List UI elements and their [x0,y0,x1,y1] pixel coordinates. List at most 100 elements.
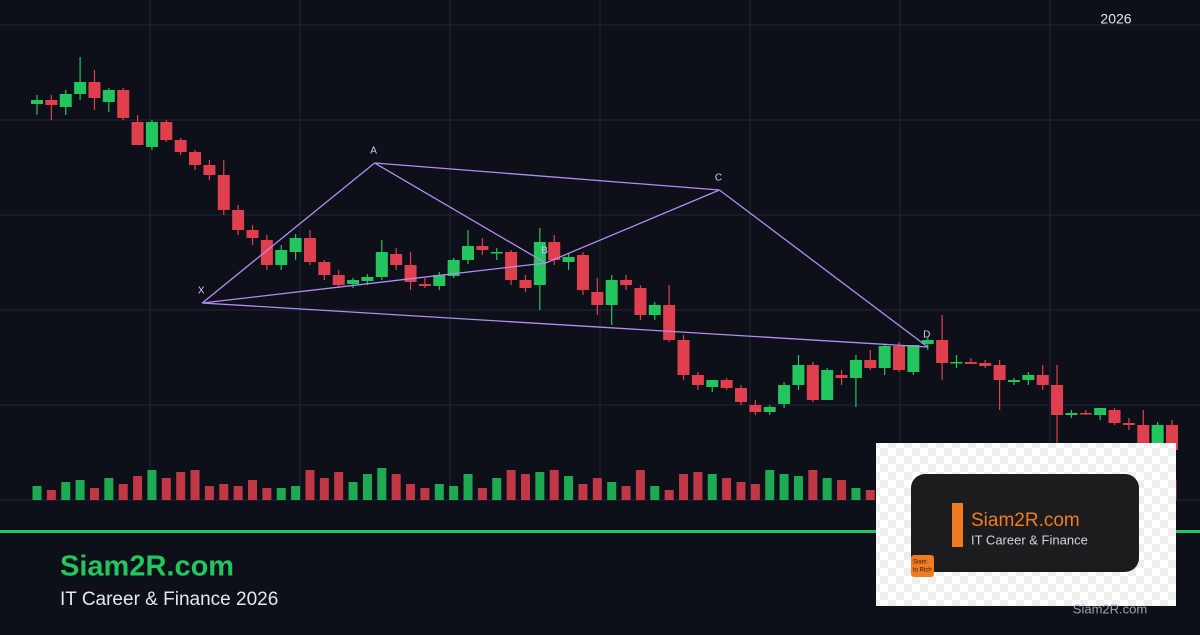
volume-bar [578,484,588,500]
volume-bar [621,486,631,500]
candle-body [476,246,489,250]
candle-body [390,254,403,265]
volume-bar [147,470,157,500]
candle-body [462,246,475,260]
candle-body [950,362,963,364]
candle-body [706,380,719,387]
candle-body [1065,413,1078,415]
volume-bar [161,478,171,500]
volume-bar [391,474,401,500]
candle-body [792,365,805,385]
volume-bar [679,474,689,500]
volume-bar [506,470,516,500]
pattern-leg [545,189,720,264]
candle-body [375,252,388,277]
candle-body [232,210,245,230]
candle-body [1079,413,1092,415]
candle-body [548,242,561,260]
candle-body [45,100,58,105]
volume-bar [104,478,114,500]
volume-bar [118,484,128,500]
volume-bar [406,484,416,500]
candle-body [691,375,704,385]
candle-body [490,252,503,254]
candle-body [246,230,259,238]
volume-bar [865,490,875,500]
candle-body [433,275,446,286]
pattern-label: A [370,146,377,157]
pattern-label: B [541,246,548,257]
candle-body [361,277,374,281]
volume-bar [46,490,56,500]
divider [0,530,1200,533]
candle-body [821,370,834,400]
volume-bar [204,486,214,500]
candle-body [102,90,115,102]
candle-body [907,345,920,372]
candle-body [591,292,604,305]
volume-bar [750,484,760,500]
volume-bar [765,470,775,500]
candle-body [893,346,906,370]
candle-body [217,175,230,210]
volume-bar [89,488,99,500]
candle-body [1108,410,1121,423]
volume-bar [420,488,430,500]
candle-body [677,340,690,375]
candle-body [749,405,762,412]
candle-body [275,250,288,265]
card-tagline: IT Career & Finance [971,532,1088,547]
candle-body [605,280,618,305]
volume-bar [564,476,574,500]
volume-bar [722,478,732,500]
volume-bar [276,488,286,500]
candle-body [260,240,273,265]
volume-bar [32,486,42,500]
volume-bar [535,472,545,500]
volume-bar [334,472,344,500]
candle-body [131,122,144,145]
volume-bar [75,480,85,500]
candle-body [878,346,891,368]
pattern-label: D [923,330,930,341]
card-accent [952,503,963,547]
volume-bar [607,482,617,500]
volume-bar [664,490,674,500]
volume-bar [262,488,272,500]
candle-body [505,252,518,280]
volume-bar [377,468,387,500]
pattern-leg [201,162,376,304]
candle-body [447,260,460,276]
candle-body [1122,423,1135,425]
candle-body [835,375,848,378]
volume-bar [233,486,243,500]
grid [0,0,1200,501]
candle-body [1151,425,1164,445]
candle-body [74,82,87,94]
brand-name: Siam2R.com [60,551,234,583]
candle-body [734,388,747,402]
candle-body [1022,375,1035,380]
volume-bar [133,476,143,500]
candle-body [289,238,302,252]
volume-bar [492,478,502,500]
volume-bar [305,470,315,500]
candle-body [562,257,575,262]
volume-bar [808,470,818,500]
candle-body [921,340,934,344]
pattern-label: C [715,173,722,184]
volume-bar [434,484,444,500]
volume-bar [549,470,559,500]
candle-body [519,280,532,288]
candle-body [634,288,647,315]
volume-bar [477,488,487,500]
volume-bar [348,482,358,500]
candle-body [303,238,316,262]
icon-line1: Siam [913,560,927,566]
candle-body [174,140,187,152]
candle-body [1137,425,1150,445]
volume-bar [635,470,645,500]
volume-bar [851,488,861,500]
volume-bar [190,470,200,500]
